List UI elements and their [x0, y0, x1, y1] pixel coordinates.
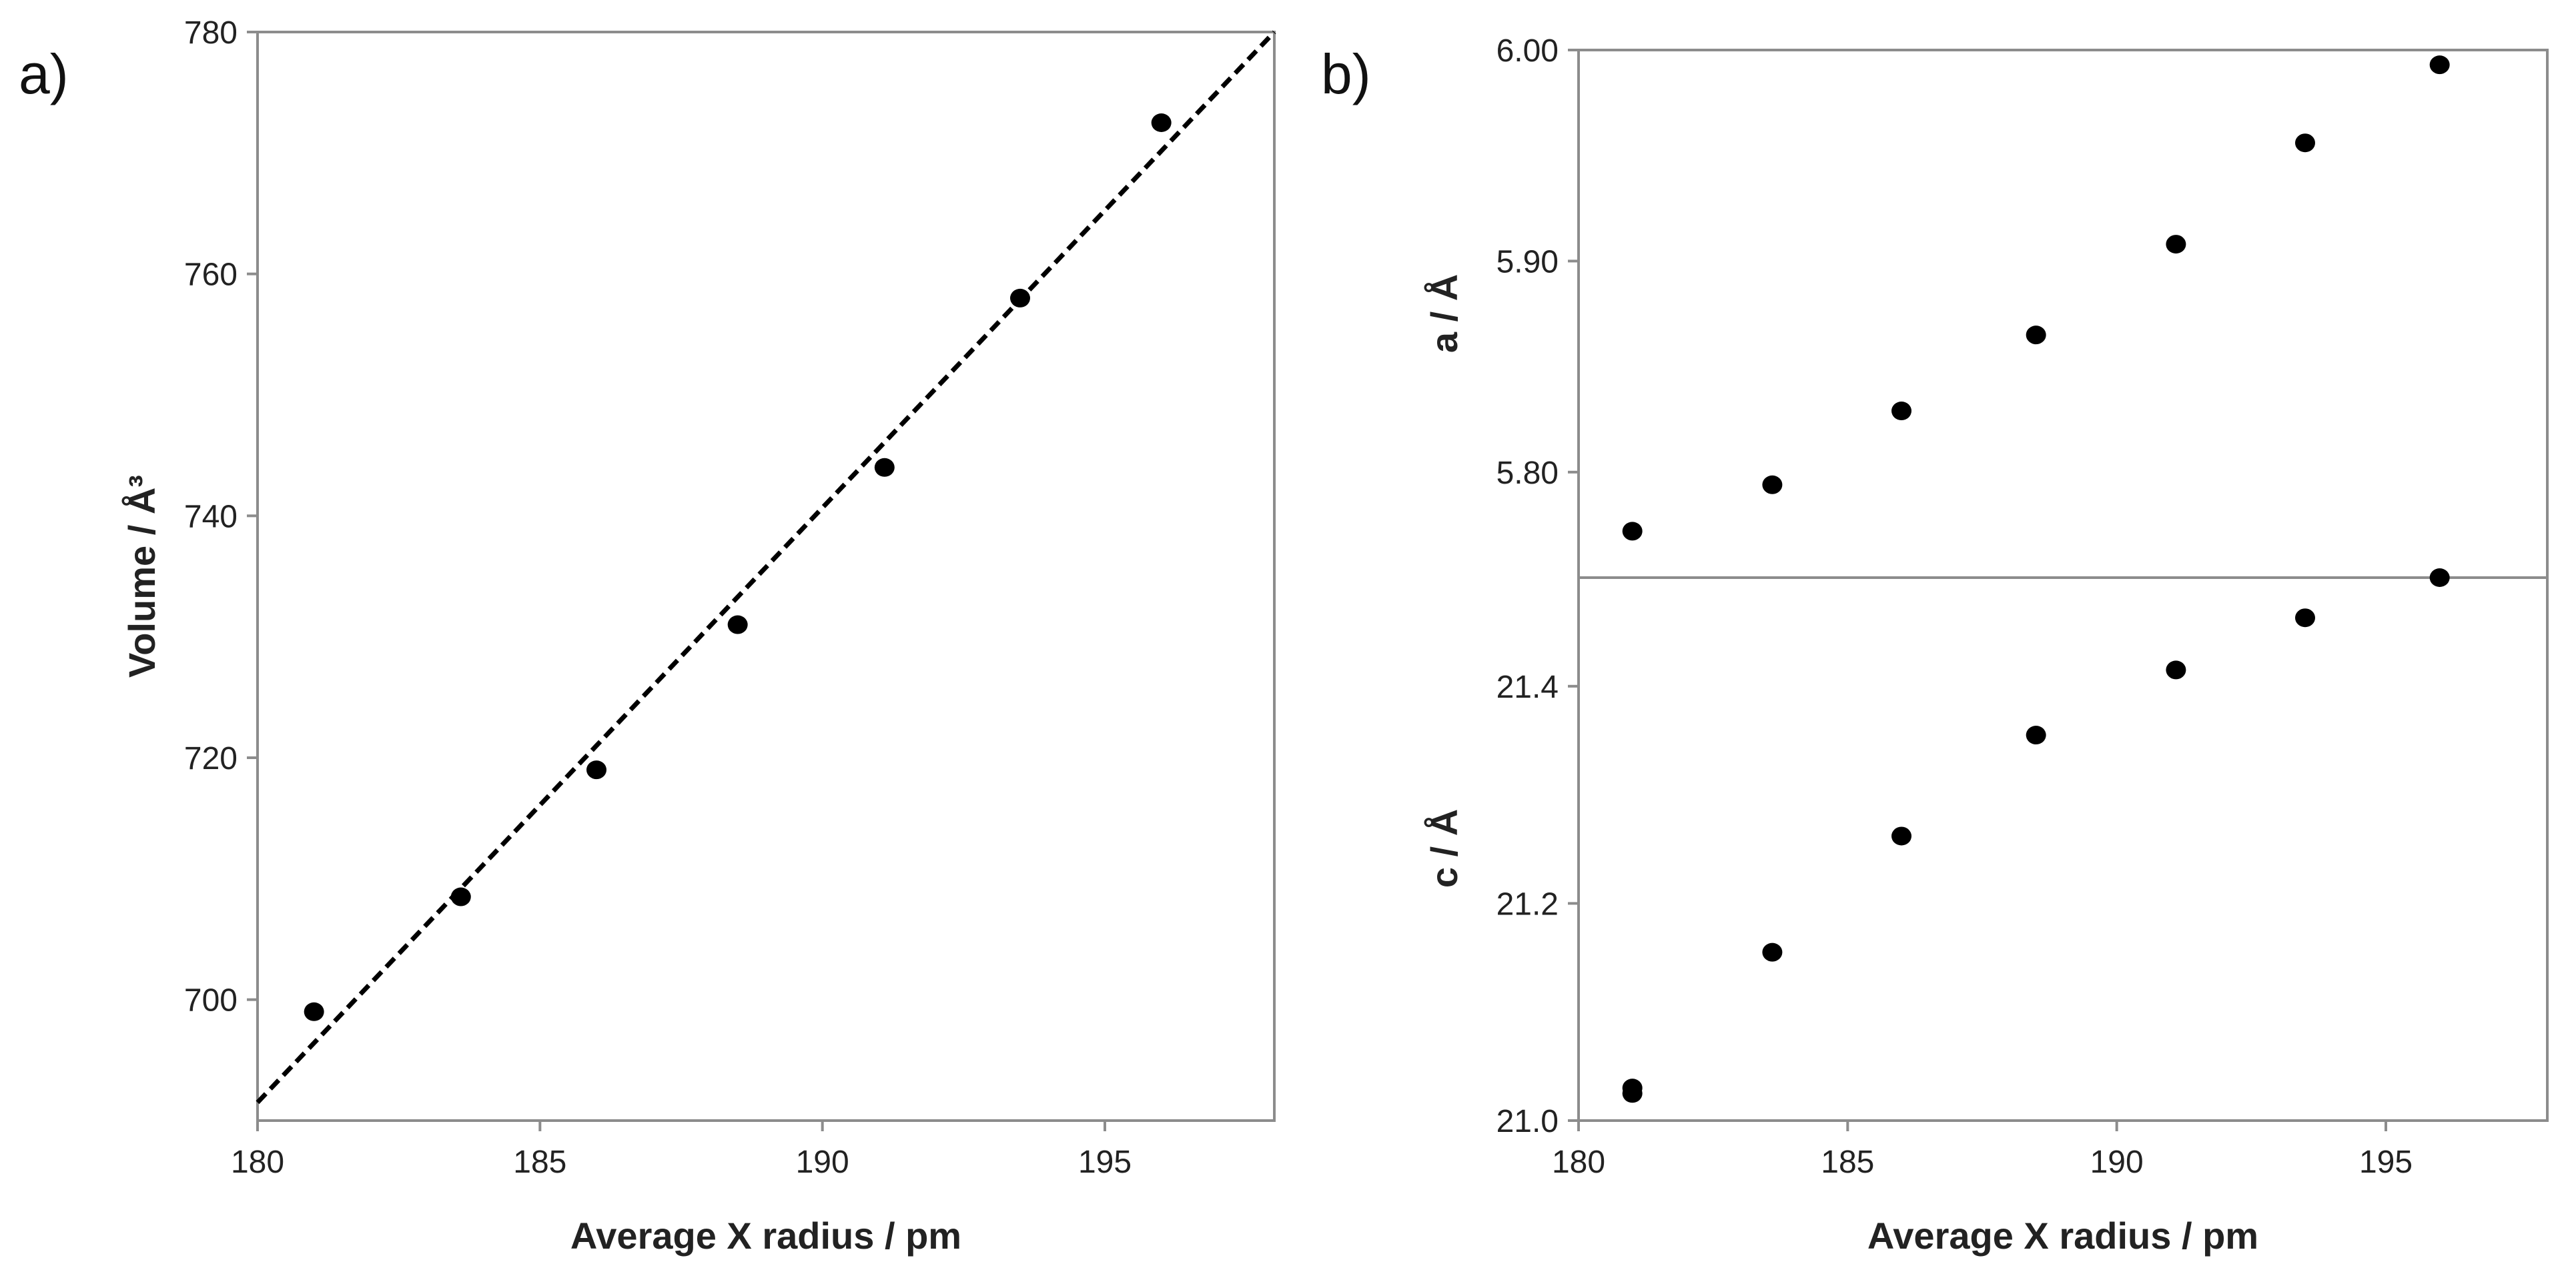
panel-b-lower-y-axis-title: c / Å [1423, 809, 1465, 888]
panel-b-x-tick-label: 195 [2359, 1145, 2413, 1180]
panel-a-x-tick-label: 195 [1078, 1145, 1132, 1180]
panel-b-c-data-point [1891, 826, 1911, 846]
panel-b-c-data-point [2295, 608, 2315, 628]
panel-b-lower-y-tick-label: 21.4 [1496, 670, 1559, 705]
panel-b-upper-y-tick-label: 6.00 [1496, 33, 1559, 69]
panel-b-plot-frame [1577, 49, 2549, 1122]
panel-b-label: b) [1321, 43, 1371, 105]
panel-a-data-point [874, 458, 895, 477]
panel-b-upper-y-tick-label: 5.80 [1496, 456, 1559, 491]
panel-b-a-data-point [2295, 133, 2315, 153]
panel-a-data-point [1010, 288, 1030, 307]
panel-a-y-tick-label: 780 [184, 15, 238, 51]
panel-a-x-ticks: 180 185 190 195 [231, 1121, 1132, 1180]
panel-b-c-data-point [2429, 568, 2450, 587]
panel-a-y-tick-label: 760 [184, 257, 238, 293]
panel-b-c-data-point [1762, 942, 1783, 962]
panel-a-data-point [1151, 113, 1172, 132]
panel-a-data-point [304, 1002, 324, 1021]
panel-a-data-point [450, 887, 471, 906]
panel-b-a-data-point [1891, 402, 1911, 421]
panel-b-upper-y-tick-label: 5.90 [1496, 244, 1559, 279]
panel-a-plot-frame [256, 31, 1276, 1122]
panel-a-y-ticks: 700 720 740 760 780 [184, 15, 258, 1019]
panel-a-x-tick-label: 185 [513, 1145, 566, 1180]
panel-a-fit-line [256, 30, 1276, 1105]
panel-b-a-data-point [1622, 522, 1643, 541]
panel-a-y-tick-label: 700 [184, 983, 238, 1019]
panel-b-x-axis-title: Average X radius / pm [1867, 1215, 2258, 1257]
panel-a-points [304, 113, 1172, 1021]
panel-b-a-data-point [1762, 475, 1783, 494]
panel-a-y-axis-title: Volume / Å³ [121, 475, 163, 678]
panel-b-c-data-point [2166, 660, 2186, 680]
panel-a-x-axis-title: Average X radius / pm [570, 1215, 961, 1257]
panel-b: b) 180 185 190 195 5.805.906.00 21.021.221.… [1321, 33, 2549, 1257]
panel-b-lower-y-tick-label: 21.2 [1496, 886, 1559, 922]
panel-a: a) 180 185 190 195 700 720 740 760 780 Average … [19, 15, 1276, 1257]
panel-b-x-ticks: 180 185 190 195 [1552, 1121, 2413, 1180]
panel-b-x-tick-label: 180 [1552, 1145, 1605, 1180]
panel-b-lower-y-tick-label: 21.0 [1496, 1104, 1559, 1139]
panel-b-upper-y-ticks: 5.80 5.90 6.00 [1496, 33, 1579, 491]
panel-a-label: a) [19, 43, 69, 105]
panel-b-upper-y-axis-title: a / Å [1423, 274, 1465, 353]
panel-a-data-point [586, 760, 606, 780]
panel-a-x-tick-label: 180 [231, 1145, 284, 1180]
panel-a-y-tick-label: 740 [184, 499, 238, 534]
panel-a-x-tick-label: 190 [796, 1145, 849, 1180]
panel-a-data-point [727, 615, 748, 634]
panel-b-upper-points [1622, 55, 2450, 541]
panel-a-y-tick-label: 720 [184, 741, 238, 776]
panel-b-lower-points [1622, 568, 2450, 1103]
panel-b-lower-y-ticks: 21.0 21.2 21.4 [1496, 670, 1579, 1139]
panel-b-c-data-point [1622, 1079, 1643, 1098]
panel-b-x-tick-label: 190 [2090, 1145, 2144, 1180]
panel-b-a-data-point [2166, 235, 2186, 254]
panel-b-a-data-point [2429, 55, 2450, 75]
panel-b-c-data-point [2026, 726, 2046, 745]
panel-b-a-data-point [2026, 326, 2046, 345]
panel-b-x-tick-label: 185 [1821, 1145, 1874, 1180]
